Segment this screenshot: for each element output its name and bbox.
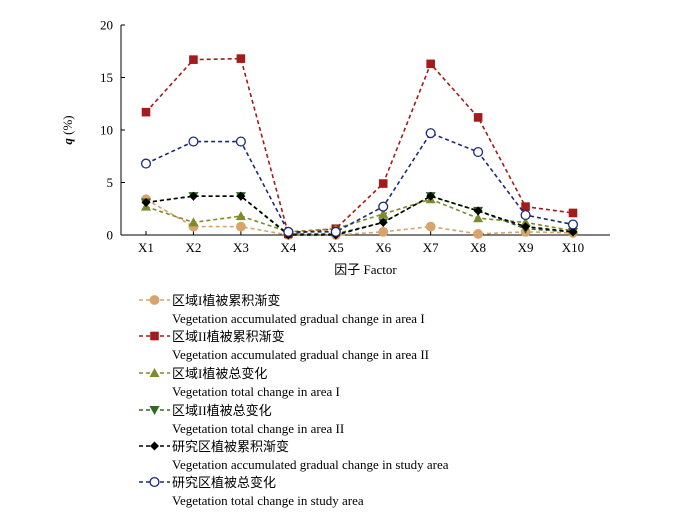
data-point xyxy=(520,217,531,227)
data-point xyxy=(568,227,578,237)
series-2 xyxy=(141,54,578,239)
x-tick-label: X6 xyxy=(375,240,391,255)
data-point xyxy=(473,113,483,122)
series-line xyxy=(145,198,574,236)
legend-label-en: Vegetation total change in area I xyxy=(172,384,340,399)
legend-label: 区域I植被累积渐变 xyxy=(172,293,280,308)
x-tick-label: X3 xyxy=(233,240,249,255)
series-3 xyxy=(141,194,578,236)
data-point xyxy=(521,222,531,232)
chart-series-layer xyxy=(140,54,579,240)
data-point xyxy=(378,201,389,212)
y-tick-label: 20 xyxy=(100,18,113,33)
x-tick-label: X10 xyxy=(562,240,584,255)
data-point xyxy=(473,229,484,239)
legend-label: 研究区植被累积渐变 xyxy=(172,439,289,454)
legend-label-en: Vegetation total change in study area xyxy=(172,493,364,508)
legend-marker xyxy=(149,295,160,305)
data-point xyxy=(235,211,246,221)
data-point xyxy=(521,202,530,211)
y-tick-label: 15 xyxy=(100,70,113,85)
y-tick-label: 5 xyxy=(107,175,114,190)
data-point xyxy=(141,107,151,117)
data-point xyxy=(473,206,483,216)
legend-item-2: 区域II植被累积渐变 Vegetation accumulated gradual… xyxy=(139,329,429,362)
legend-item-3: 区域I植被总变化 Vegetation total change in area … xyxy=(139,366,340,399)
data-point xyxy=(188,191,198,201)
series-line xyxy=(145,132,574,233)
legend-label: 区域II植被总变化 xyxy=(172,403,272,418)
y-tick-label: 10 xyxy=(100,123,113,138)
legend-label-en: Vegetation accumulated gradual change in… xyxy=(172,457,449,472)
legend-item-1: 区域I植被累积渐变 Vegetation accumulated gradual … xyxy=(139,293,425,326)
data-point xyxy=(140,158,152,169)
series-line xyxy=(145,195,574,236)
x-tick-label: X5 xyxy=(328,240,344,255)
legend-label: 研究区植被总变化 xyxy=(172,475,276,490)
legend-item-5: 研究区植被累积渐变 Vegetation accumulated gradual … xyxy=(139,439,449,472)
legend-label-en: Vegetation accumulated gradual change in… xyxy=(172,347,429,362)
series-6 xyxy=(140,128,579,237)
data-point xyxy=(236,191,246,201)
legend-marker xyxy=(149,476,160,488)
legend-marker xyxy=(149,406,160,415)
data-point xyxy=(283,226,294,237)
series-4 xyxy=(141,192,578,239)
legend-marker xyxy=(150,331,159,341)
data-point xyxy=(473,147,484,158)
data-point xyxy=(425,221,436,232)
data-point xyxy=(520,210,531,221)
legend-label-en: Vegetation total change in area II xyxy=(172,421,344,436)
y-axis-label: q (%) xyxy=(60,115,75,144)
data-point xyxy=(141,197,151,207)
x-axis-label: 因子 Factor xyxy=(334,262,397,277)
legend-label-en: Vegetation accumulated gradual change in… xyxy=(172,311,425,326)
legend-marker xyxy=(149,368,160,377)
data-point xyxy=(188,217,199,227)
data-point xyxy=(568,208,578,218)
legend-item-6: 研究区植被总变化 Vegetation total change in study… xyxy=(139,475,364,508)
data-point xyxy=(378,217,388,227)
data-point xyxy=(426,191,436,201)
y-tick-label: 0 xyxy=(107,228,114,243)
data-point xyxy=(378,226,389,237)
data-point xyxy=(188,136,199,147)
x-tick-label: X2 xyxy=(185,240,201,255)
series-line xyxy=(145,198,574,233)
x-tick-label: X1 xyxy=(138,240,154,255)
data-point xyxy=(235,221,246,232)
chart-axes: 0 5 10 15 20 X1 X2 X3 X4 X5 X6 X7 X8 X9 X10 q (%) 因子 Fac… xyxy=(60,18,610,277)
data-point xyxy=(567,219,579,230)
data-point xyxy=(473,213,484,223)
x-tick-label: X9 xyxy=(518,240,534,255)
data-point xyxy=(378,209,389,218)
legend-marker xyxy=(150,441,159,451)
series-1 xyxy=(141,194,578,240)
legend-label: 区域I植被总变化 xyxy=(172,366,267,381)
series-line xyxy=(145,195,574,235)
x-tick-label: X4 xyxy=(280,240,296,255)
legend-item-4: 区域II植被总变化 Vegetation total change in area… xyxy=(139,403,344,436)
data-point xyxy=(425,128,436,139)
data-point xyxy=(426,59,435,69)
series-5 xyxy=(141,191,578,240)
data-point xyxy=(236,54,246,63)
legend-label: 区域II植被累积渐变 xyxy=(172,329,285,344)
chart-legend: 区域I植被累积渐变 Vegetation accumulated gradual … xyxy=(139,293,449,508)
data-point xyxy=(378,179,388,188)
data-point xyxy=(235,136,246,147)
x-tick-label: X8 xyxy=(470,240,486,255)
data-point xyxy=(189,55,198,64)
data-point xyxy=(330,226,341,237)
x-tick-label: X7 xyxy=(423,240,439,255)
series-line xyxy=(145,57,574,235)
